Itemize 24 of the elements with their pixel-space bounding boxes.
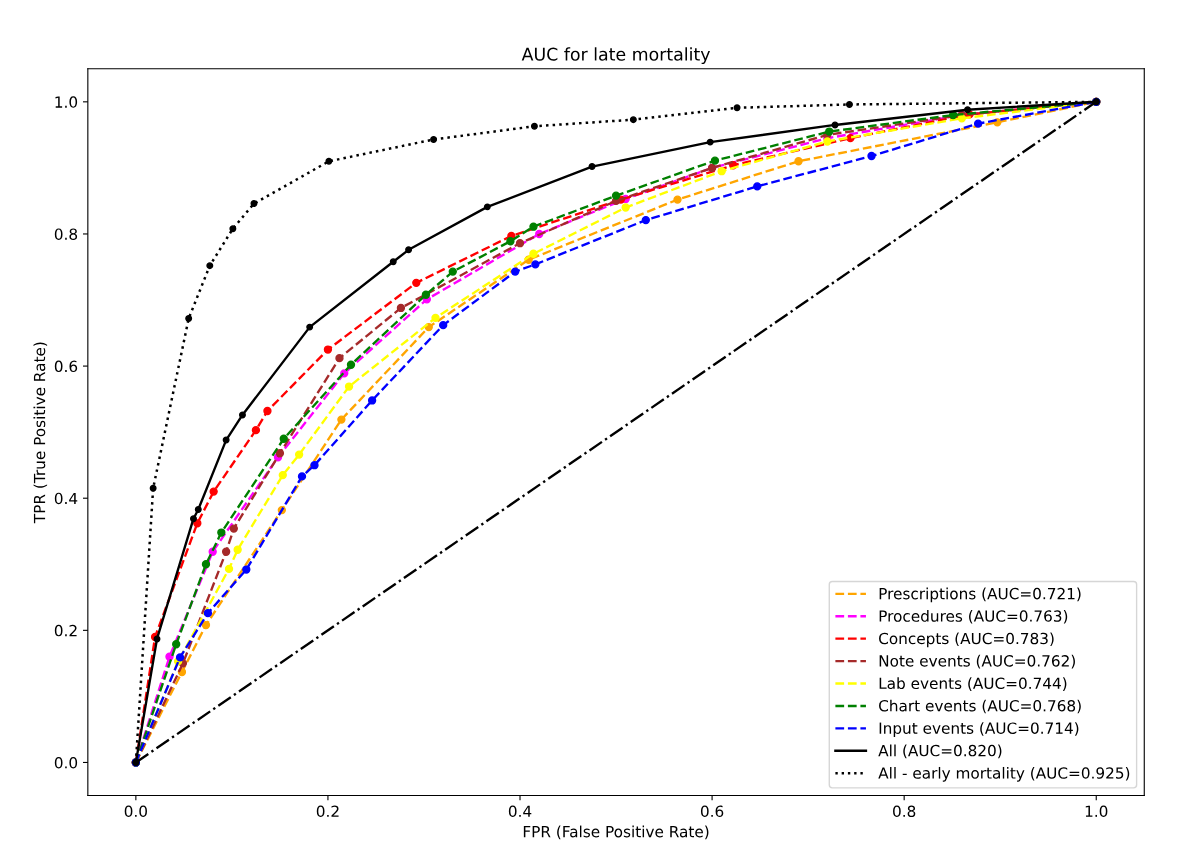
y-tick-label: 1.0: [55, 96, 78, 108]
legend-label: Prescriptions (AUC=0.721): [879, 587, 1081, 603]
x-tick-label: 0.6: [700, 805, 724, 818]
x-tick-label: 0.2: [316, 805, 339, 818]
y-tick-label: 0.8: [54, 228, 78, 240]
x-tick-label: 0.0: [124, 805, 147, 818]
legend-label: Concepts (AUC=0.783): [879, 632, 1054, 648]
legend-label: Input events (AUC=0.714): [879, 722, 1079, 737]
y-tick-label: 0.4: [54, 492, 78, 505]
x-tick-label: 0.4: [508, 805, 532, 818]
y-tick-label: 0.6: [54, 360, 78, 373]
y-tick-label: 0.0: [54, 756, 78, 769]
chart-title: AUC for late mortality: [521, 47, 710, 65]
legend-label: Lab events (AUC=0.744): [879, 677, 1067, 691]
x-tick-label: 1.0: [1085, 805, 1108, 818]
legend-label: Chart events (AUC=0.768): [879, 699, 1081, 714]
legend-label: All - early mortality (AUC=0.925): [878, 766, 1130, 782]
y-axis-title: TPR (True Positive Rate): [33, 342, 48, 524]
y-tick-label: 0.2: [54, 624, 77, 637]
legend-label: All (AUC=0.820): [878, 744, 1002, 759]
x-axis-title: FPR (False Positive Rate): [523, 825, 709, 840]
x-tick-label: 0.8: [893, 805, 916, 818]
legend-label: Procedures (AUC=0.763): [879, 609, 1068, 624]
legend-label: Note events (AUC=0.762): [879, 654, 1075, 669]
